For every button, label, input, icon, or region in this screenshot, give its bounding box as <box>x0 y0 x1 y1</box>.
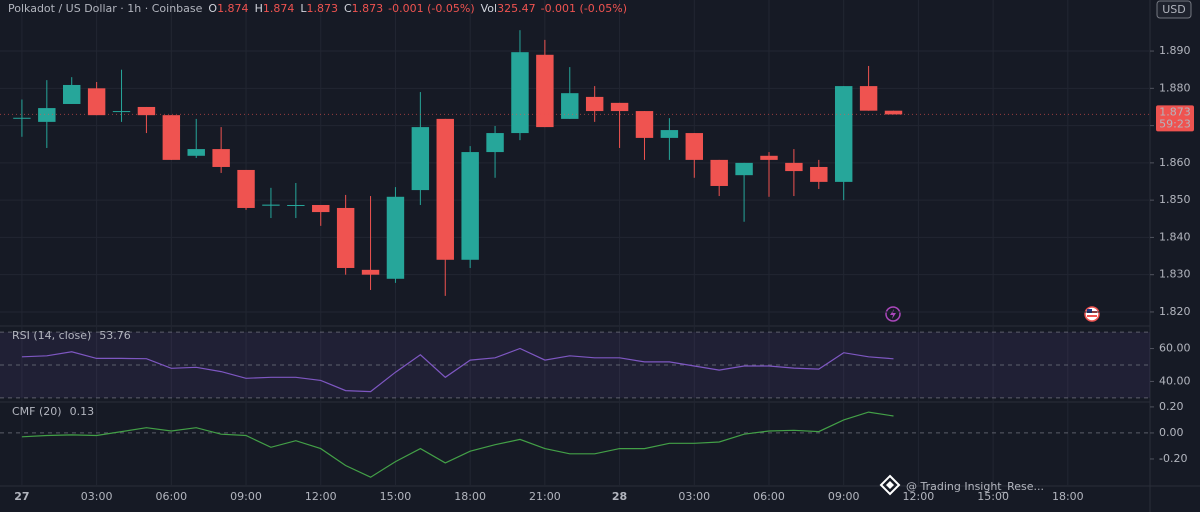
ohlc-label: C <box>344 2 352 15</box>
candle-body <box>785 162 803 172</box>
y-tick-label: 1.840 <box>1159 230 1191 243</box>
countdown-label: 59:23 <box>1159 117 1191 130</box>
candle-body <box>884 110 903 115</box>
y-tick-label: 1.860 <box>1159 156 1191 169</box>
candle-body <box>511 52 529 134</box>
candle-body <box>735 162 753 176</box>
candle-body <box>13 117 31 119</box>
candle-body <box>336 207 355 268</box>
volume-change: -0.001 (-0.05%) <box>541 2 627 15</box>
indicator-line <box>21 347 894 393</box>
y-tick-label: 60.00 <box>1159 342 1191 355</box>
candle-body <box>287 204 305 206</box>
currency-label: USD <box>1162 3 1186 16</box>
ohlc-value: 1.874 <box>217 2 249 15</box>
last-price-label: 1.873 <box>1159 105 1191 118</box>
candle-body <box>685 133 703 160</box>
ohlc-value: 1.873 <box>306 2 338 15</box>
x-tick-label: 12:00 <box>305 490 337 503</box>
candle-body <box>63 84 81 104</box>
candle-body <box>536 54 554 128</box>
y-tick-label: 40.00 <box>1159 374 1191 387</box>
candle-body <box>237 169 255 208</box>
x-tick-label: 03:00 <box>678 490 710 503</box>
y-tick-label: 1.890 <box>1159 44 1191 57</box>
candle-body <box>760 155 778 160</box>
candle-body <box>660 130 679 138</box>
x-tick-label: 06:00 <box>155 490 187 503</box>
x-tick-label: 03:00 <box>81 490 113 503</box>
x-tick-label: 09:00 <box>828 490 860 503</box>
candle-body <box>361 269 380 275</box>
ohlc-label: O <box>208 2 217 15</box>
candle-body <box>486 133 504 153</box>
volume-label: Vol <box>481 2 497 15</box>
y-tick-label: 1.880 <box>1159 81 1191 94</box>
indicator-value: 53.76 <box>99 329 131 342</box>
candle-body <box>859 86 878 111</box>
x-tick-label: 21:00 <box>529 490 561 503</box>
band-fill <box>0 332 1150 398</box>
volume-value: 325.47 <box>497 2 536 15</box>
candle-body <box>585 96 604 112</box>
candle-body <box>610 102 629 112</box>
candle-body <box>386 196 405 279</box>
watermark: @ Trading Insight_Rese... <box>906 480 1044 493</box>
candle-body <box>710 159 728 186</box>
candle-body <box>834 86 853 182</box>
watermark-icon <box>879 474 901 496</box>
candle-body <box>561 93 579 119</box>
last-price-badge <box>1156 105 1194 132</box>
candle-body <box>461 152 479 260</box>
ohlc-value: 1.873 <box>352 2 384 15</box>
candle-body <box>212 149 230 167</box>
candle-body <box>436 118 454 260</box>
candle-body <box>635 111 654 138</box>
header-legend: Polkadot / US Dollar · 1h · Coinbase O1.8… <box>8 2 627 15</box>
x-tick-label: 28 <box>612 490 627 503</box>
x-tick-label: 18:00 <box>1052 490 1084 503</box>
indicator-line <box>21 411 894 478</box>
indicator-title: CMF (20) <box>12 405 62 418</box>
event-icon[interactable] <box>885 306 901 322</box>
x-tick-label: 15:00 <box>977 490 1009 503</box>
candle-body <box>87 88 106 116</box>
candle-body <box>187 149 205 156</box>
currency-badge <box>1156 0 1192 19</box>
x-tick-label: 06:00 <box>753 490 785 503</box>
symbol-title: Polkadot / US Dollar · 1h · Coinbase <box>8 2 203 15</box>
indicator-value: 0.13 <box>70 405 95 418</box>
x-tick-label: 09:00 <box>230 490 262 503</box>
x-tick-label: 15:00 <box>380 490 412 503</box>
ohlc-label: L <box>300 2 307 15</box>
indicator-title: RSI (14, close) <box>12 329 91 342</box>
ohlc-value: 1.874 <box>263 2 295 15</box>
candle-body <box>312 204 330 213</box>
candle-body <box>162 115 181 160</box>
y-tick-label: 1.830 <box>1159 268 1191 281</box>
y-tick-label: 0.00 <box>1159 426 1184 439</box>
candle-body <box>411 127 430 191</box>
x-tick-label: 12:00 <box>903 490 935 503</box>
candle-body <box>137 106 156 116</box>
ohlc-label: H <box>255 2 263 15</box>
y-tick-label: 1.850 <box>1159 193 1191 206</box>
y-tick-label: 0.20 <box>1159 400 1184 413</box>
x-tick-label: 18:00 <box>454 490 486 503</box>
x-tick-label: 27 <box>14 490 29 503</box>
y-tick-label: 1.820 <box>1159 305 1191 318</box>
candle-body <box>112 111 131 113</box>
country-flag-icon[interactable] <box>1084 306 1100 322</box>
change-value: -0.001 (-0.05%) <box>388 2 474 15</box>
candle-body <box>38 108 56 122</box>
candle-body <box>810 166 828 182</box>
candle-body <box>262 204 280 206</box>
y-tick-label: -0.20 <box>1159 452 1187 465</box>
